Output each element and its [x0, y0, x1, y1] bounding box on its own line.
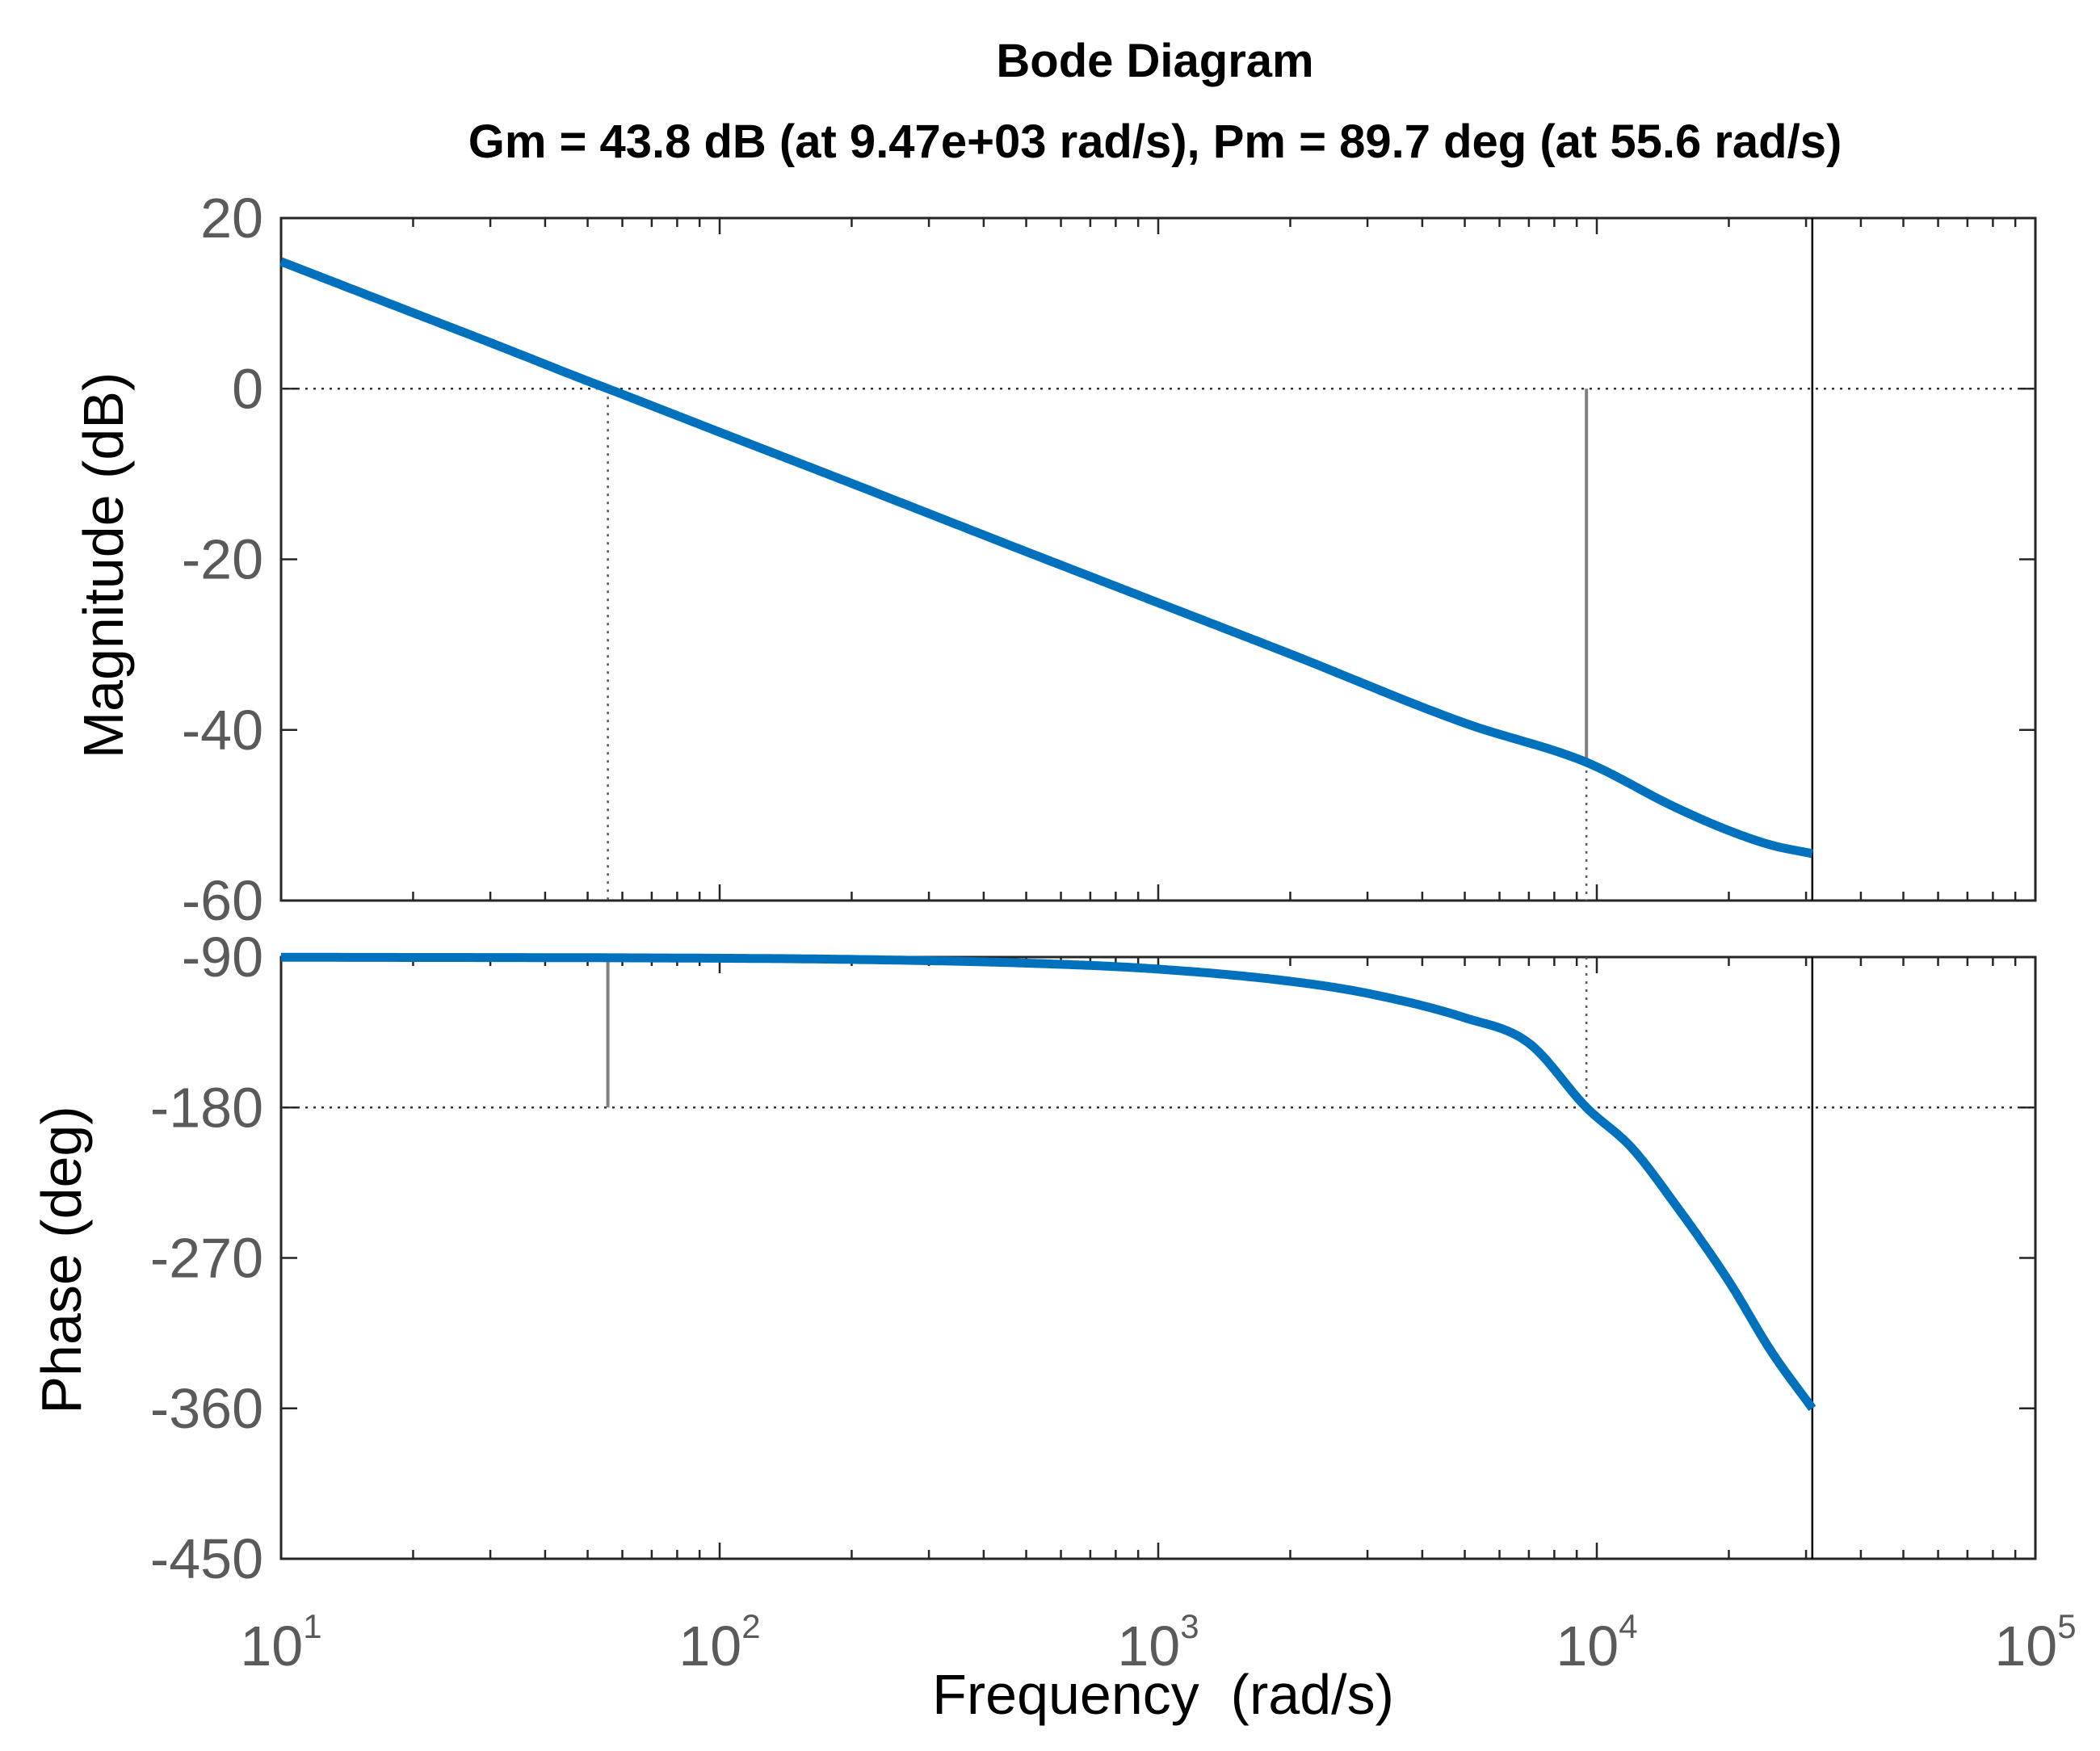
x-tick-exponent: 1 — [303, 1607, 321, 1645]
magnitude-panel: 20 0 -20 -40 -60 — [182, 187, 2037, 932]
phase-ytick-label: -450 — [150, 1527, 263, 1590]
phase-ytick-label: -180 — [150, 1076, 263, 1139]
x-tick-label: 105 — [1994, 1607, 2076, 1678]
phase-ytick-label: -270 — [150, 1227, 263, 1290]
x-tick-label: 103 — [1117, 1607, 1199, 1678]
x-tick-exponent: 2 — [741, 1607, 760, 1645]
x-tick-base: 10 — [1117, 1615, 1180, 1678]
chart-title: Bode Diagram — [996, 35, 1313, 87]
magnitude-ytick-label: 20 — [200, 187, 263, 250]
magnitude-ylabel: Magnitude (dB) — [72, 372, 135, 759]
phase-ytick-label: -360 — [150, 1377, 263, 1440]
x-tick-label: 102 — [678, 1607, 760, 1678]
magnitude-axes-box — [279, 216, 2037, 902]
magnitude-series-line — [279, 257, 1816, 859]
x-tick-labels: 101 102 103 104 105 — [240, 1607, 2076, 1678]
frequency-xlabel: Frequency (rad/s) — [932, 1663, 1394, 1726]
chart-subtitle: Gm = 43.8 dB (at 9.47e+03 rad/s), Pm = 8… — [468, 115, 1842, 168]
phase-axes-box — [279, 955, 2037, 1560]
x-tick-exponent: 4 — [1619, 1607, 1637, 1645]
phase-ytick-label: -90 — [182, 926, 263, 989]
phase-series-line — [281, 952, 1816, 1412]
x-tick-base: 10 — [678, 1615, 741, 1678]
magnitude-ytick-label: -60 — [182, 869, 263, 932]
x-tick-label: 101 — [240, 1607, 321, 1678]
x-tick-label: 104 — [1556, 1607, 1637, 1678]
phase-ylabel: Phase (deg) — [30, 1106, 93, 1413]
x-tick-base: 10 — [1556, 1615, 1619, 1678]
x-tick-base: 10 — [1994, 1615, 2057, 1678]
magnitude-ytick-label: 0 — [232, 357, 263, 420]
phase-panel: -90 -180 -270 -360 -450 — [150, 926, 2037, 1590]
x-tick-base: 10 — [240, 1615, 303, 1678]
x-tick-exponent: 3 — [1180, 1607, 1199, 1645]
x-tick-exponent: 5 — [2057, 1607, 2076, 1645]
magnitude-ytick-label: -40 — [182, 699, 263, 762]
magnitude-ytick-label: -20 — [182, 528, 263, 591]
